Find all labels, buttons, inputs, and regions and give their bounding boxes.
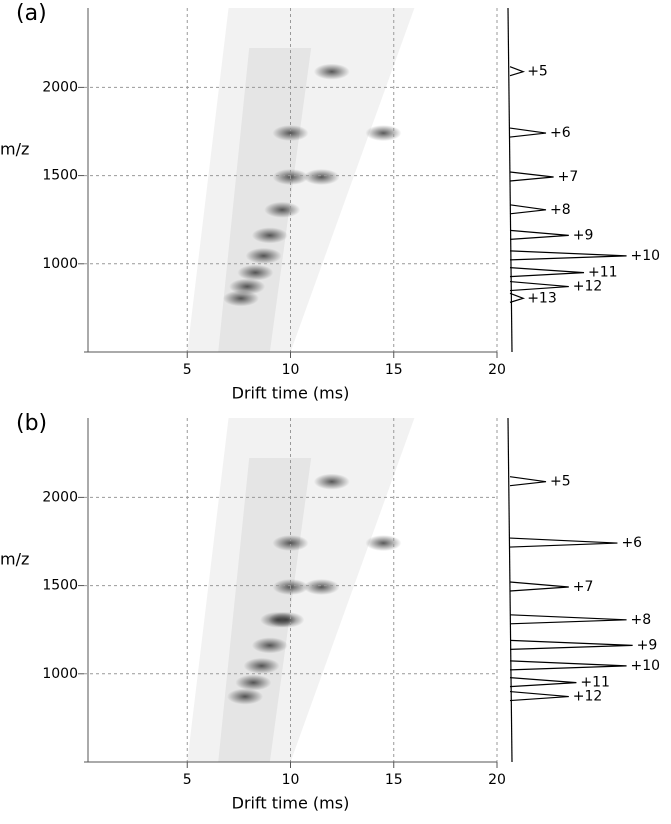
intensity-spot (365, 125, 402, 142)
intensity-spot (268, 611, 305, 628)
peak-label: +8 (631, 612, 652, 628)
x-tick-label: 15 (385, 362, 403, 378)
x-axis-label: Drift time (ms) (232, 384, 350, 403)
peak-label: +11 (588, 265, 618, 281)
spectrum-peak (509, 292, 526, 303)
intensity-spot (313, 473, 350, 490)
peak-label: +10 (631, 248, 661, 264)
peak-label: +9 (573, 227, 594, 243)
intensity-spot (245, 247, 282, 264)
peak-label: +9 (637, 637, 658, 653)
panel-label: (a) (16, 1, 47, 26)
y-tick-label: 2000 (42, 79, 78, 95)
x-tick-label: 5 (183, 362, 192, 378)
x-tick-label: 20 (488, 772, 506, 788)
y-tick-label: 1500 (42, 578, 78, 594)
intensity-spot (303, 579, 340, 596)
peak-label: +10 (631, 658, 661, 674)
peak-label: +11 (580, 675, 610, 691)
spectrum-peak (509, 229, 569, 240)
peak-label: +5 (527, 64, 548, 80)
panel-label: (b) (16, 411, 47, 436)
intensity-spot (272, 535, 309, 552)
peak-label: +13 (527, 290, 557, 306)
spectrum-peak (509, 127, 547, 138)
intensity-spot (272, 125, 309, 142)
spectrum-peak (509, 171, 554, 182)
spectrum-peak (509, 280, 569, 292)
intensity-spot (251, 227, 288, 244)
spectrum-peak (509, 537, 618, 548)
spectrum-peak (509, 66, 526, 77)
intensity-spot (251, 637, 288, 654)
spectrum-peak (509, 250, 627, 261)
intensity-spot (235, 674, 272, 691)
intensity-spot (237, 264, 274, 281)
spectrum-peak (509, 614, 627, 625)
spectrum-peak (509, 660, 627, 671)
peak-label: +7 (573, 579, 594, 595)
y-axis-label: m/z (0, 550, 29, 569)
x-tick-label: 10 (282, 772, 300, 788)
intensity-spot (227, 688, 264, 705)
intensity-spot (229, 278, 266, 295)
spectrum-peak (509, 267, 585, 278)
y-tick-label: 1000 (42, 256, 78, 272)
spectrum-baseline (507, 417, 513, 763)
spectrum-peak (509, 690, 569, 702)
peak-label: +12 (573, 689, 603, 705)
spectrum-peak (509, 639, 633, 650)
intensity-spot (264, 201, 301, 218)
x-tick-label: 15 (385, 772, 403, 788)
peak-label: +7 (558, 169, 579, 185)
x-tick-label: 20 (488, 362, 506, 378)
spectrum-peak (509, 677, 577, 688)
y-tick-label: 2000 (42, 489, 78, 505)
y-axis-label: m/z (0, 140, 29, 159)
intensity-spot (365, 535, 402, 552)
x-tick-label: 5 (183, 772, 192, 788)
spectrum-peak (509, 581, 569, 592)
intensity-spot (243, 657, 280, 674)
peak-label: +8 (550, 202, 571, 218)
peak-label: +6 (621, 535, 642, 551)
spectrum-peak (509, 476, 547, 487)
x-tick-label: 10 (282, 362, 300, 378)
spectrum-peak (509, 204, 547, 215)
peak-label: +12 (573, 279, 603, 295)
intensity-spot (313, 63, 350, 80)
y-tick-label: 1000 (42, 666, 78, 682)
y-tick-label: 1500 (42, 168, 78, 184)
intensity-spot (303, 169, 340, 186)
spectrum-baseline (507, 7, 513, 353)
x-axis-label: Drift time (ms) (232, 794, 350, 813)
peak-label: +6 (550, 125, 571, 141)
peak-label: +5 (550, 474, 571, 490)
